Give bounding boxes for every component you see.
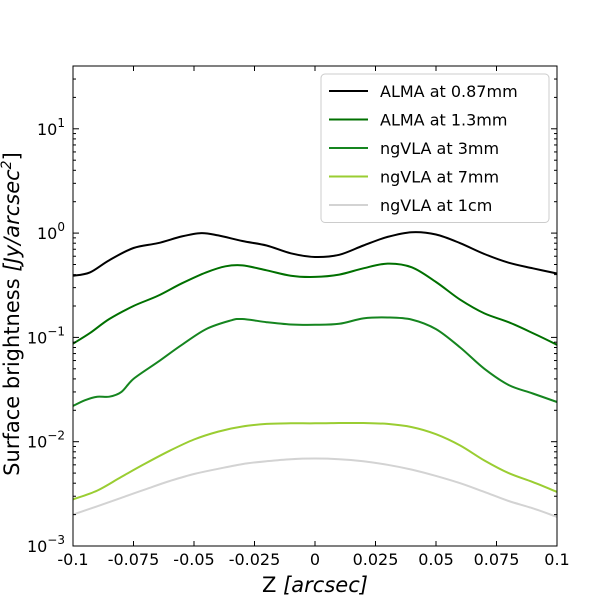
y-tick-label: 101 [37, 116, 65, 139]
series-line-4 [72, 457, 558, 518]
x-tick-label: -0.075 [108, 550, 160, 569]
legend-label: ngVLA at 7mm [380, 168, 499, 187]
y-tick-label: 100 [37, 220, 65, 243]
legend-label: ngVLA at 3mm [380, 139, 499, 158]
x-tick-label: 0.075 [474, 550, 520, 569]
series-layer [72, 231, 558, 518]
x-tick-label: -0.025 [229, 550, 281, 569]
legend-label: ngVLA at 1cm [380, 196, 492, 215]
x-axis-label: Z [arcsec] [262, 573, 368, 597]
series-line-1 [72, 262, 558, 346]
legend-box [320, 73, 550, 223]
y-axis-label-unit: [Jy/arcsec [0, 169, 24, 272]
series-line-3 [72, 421, 558, 501]
y-axis-label-close: ] [0, 152, 24, 160]
y-axis-label: Surface brightness [Jy/arcsec2] [0, 152, 24, 476]
x-tick-label: 0.05 [418, 550, 454, 569]
y-axis-label-sup: 2 [0, 160, 15, 169]
legend: ALMA at 0.87mm ALMA at 1.3mm ngVLA at 3mm n… [320, 73, 550, 223]
legend-label: ALMA at 0.87mm [380, 82, 518, 101]
y-axis-label-main: Surface brightness [0, 272, 24, 476]
x-tick-label: -0.05 [173, 550, 214, 569]
x-tick-label: 0 [310, 550, 320, 569]
tick-layer: -0.1 -0.075 -0.05 -0.025 0 0.025 0.05 0.075 0.1 1… [27, 65, 570, 569]
legend-label: ALMA at 1.3mm [380, 111, 507, 130]
x-tick-label: 0.1 [544, 550, 569, 569]
y-tick-label: 10−2 [27, 429, 65, 452]
series-line-2 [72, 316, 558, 407]
series-line-0 [72, 231, 558, 277]
y-tick-label: 10−3 [27, 533, 65, 556]
x-axis-label-unit: [arcsec] [283, 573, 368, 597]
y-tick-label: 10−1 [27, 324, 65, 347]
x-tick-label: -0.1 [57, 550, 88, 569]
x-axis-label-main: Z [262, 573, 283, 597]
x-tick-label: 0.025 [353, 550, 399, 569]
